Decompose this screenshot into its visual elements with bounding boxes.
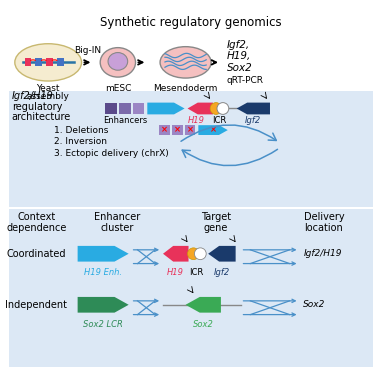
Text: Mesendoderm: Mesendoderm: [153, 84, 218, 93]
Text: Enhancers: Enhancers: [104, 116, 148, 125]
Text: Sox2 LCR: Sox2 LCR: [83, 320, 123, 328]
Text: Igf2,: Igf2,: [227, 40, 250, 50]
Text: Big-IN: Big-IN: [74, 46, 101, 55]
Circle shape: [210, 103, 222, 114]
Polygon shape: [78, 246, 129, 262]
Text: ×: ×: [161, 126, 168, 135]
Text: Sox2: Sox2: [227, 63, 252, 73]
Text: 3. Ectopic delivery (chrX): 3. Ectopic delivery (chrX): [54, 149, 169, 158]
Bar: [46, 58, 53, 66]
Bar: [35, 58, 42, 66]
Text: Igf2/H19: Igf2/H19: [303, 249, 342, 258]
Text: Sox2: Sox2: [193, 320, 214, 328]
Text: Synthetic regulatory genomics: Synthetic regulatory genomics: [100, 16, 281, 29]
Text: Delivery
location: Delivery location: [304, 211, 344, 233]
Ellipse shape: [108, 53, 128, 70]
Circle shape: [194, 248, 206, 259]
Bar: [159, 125, 170, 135]
Circle shape: [188, 248, 200, 259]
Polygon shape: [163, 246, 189, 262]
Text: Independent: Independent: [5, 300, 68, 310]
Bar: [172, 125, 183, 135]
Text: architecture: architecture: [12, 112, 71, 122]
Bar: [133, 103, 144, 114]
Bar: [9, 91, 373, 207]
Text: mESC: mESC: [105, 84, 131, 93]
Text: Igf2: Igf2: [214, 268, 230, 278]
Text: ×: ×: [186, 126, 194, 135]
Text: Enhancer
cluster: Enhancer cluster: [94, 211, 140, 233]
Text: Context
dependence: Context dependence: [6, 211, 67, 233]
Text: H19: H19: [167, 268, 184, 278]
Text: 1. Deletions: 1. Deletions: [54, 126, 108, 135]
Circle shape: [217, 103, 229, 114]
Bar: [57, 58, 64, 66]
FancyArrowPatch shape: [182, 149, 278, 166]
Text: Igf2: Igf2: [245, 116, 261, 125]
Text: Igf2/H19: Igf2/H19: [12, 91, 54, 101]
Ellipse shape: [15, 44, 81, 81]
Text: ×: ×: [174, 126, 181, 135]
Text: ICR: ICR: [212, 116, 226, 125]
Text: Sox2: Sox2: [303, 300, 326, 309]
Text: Target
gene: Target gene: [201, 211, 231, 233]
Text: 2. Inversion: 2. Inversion: [54, 137, 107, 146]
Bar: [184, 125, 195, 135]
Ellipse shape: [100, 48, 135, 77]
Text: Yeast: Yeast: [36, 84, 60, 93]
Text: ICR: ICR: [189, 268, 204, 278]
Bar: [25, 58, 32, 66]
Bar: [105, 103, 117, 114]
Polygon shape: [237, 103, 270, 114]
Text: qRT-PCR: qRT-PCR: [227, 75, 264, 84]
Text: H19: H19: [188, 116, 205, 125]
Ellipse shape: [160, 46, 211, 78]
Polygon shape: [188, 103, 213, 114]
Text: Coordinated: Coordinated: [7, 249, 66, 259]
FancyArrowPatch shape: [181, 125, 276, 141]
Text: ×: ×: [210, 126, 217, 135]
Polygon shape: [198, 125, 228, 135]
Bar: [119, 103, 130, 114]
Text: regulatory: regulatory: [12, 102, 62, 111]
Polygon shape: [186, 297, 221, 313]
Polygon shape: [147, 103, 184, 114]
Polygon shape: [208, 246, 236, 262]
Text: H19 Enh.: H19 Enh.: [84, 268, 122, 278]
Text: H19,: H19,: [227, 51, 251, 62]
Polygon shape: [78, 297, 129, 313]
Bar: [9, 209, 373, 367]
Text: assembly: assembly: [27, 92, 70, 101]
